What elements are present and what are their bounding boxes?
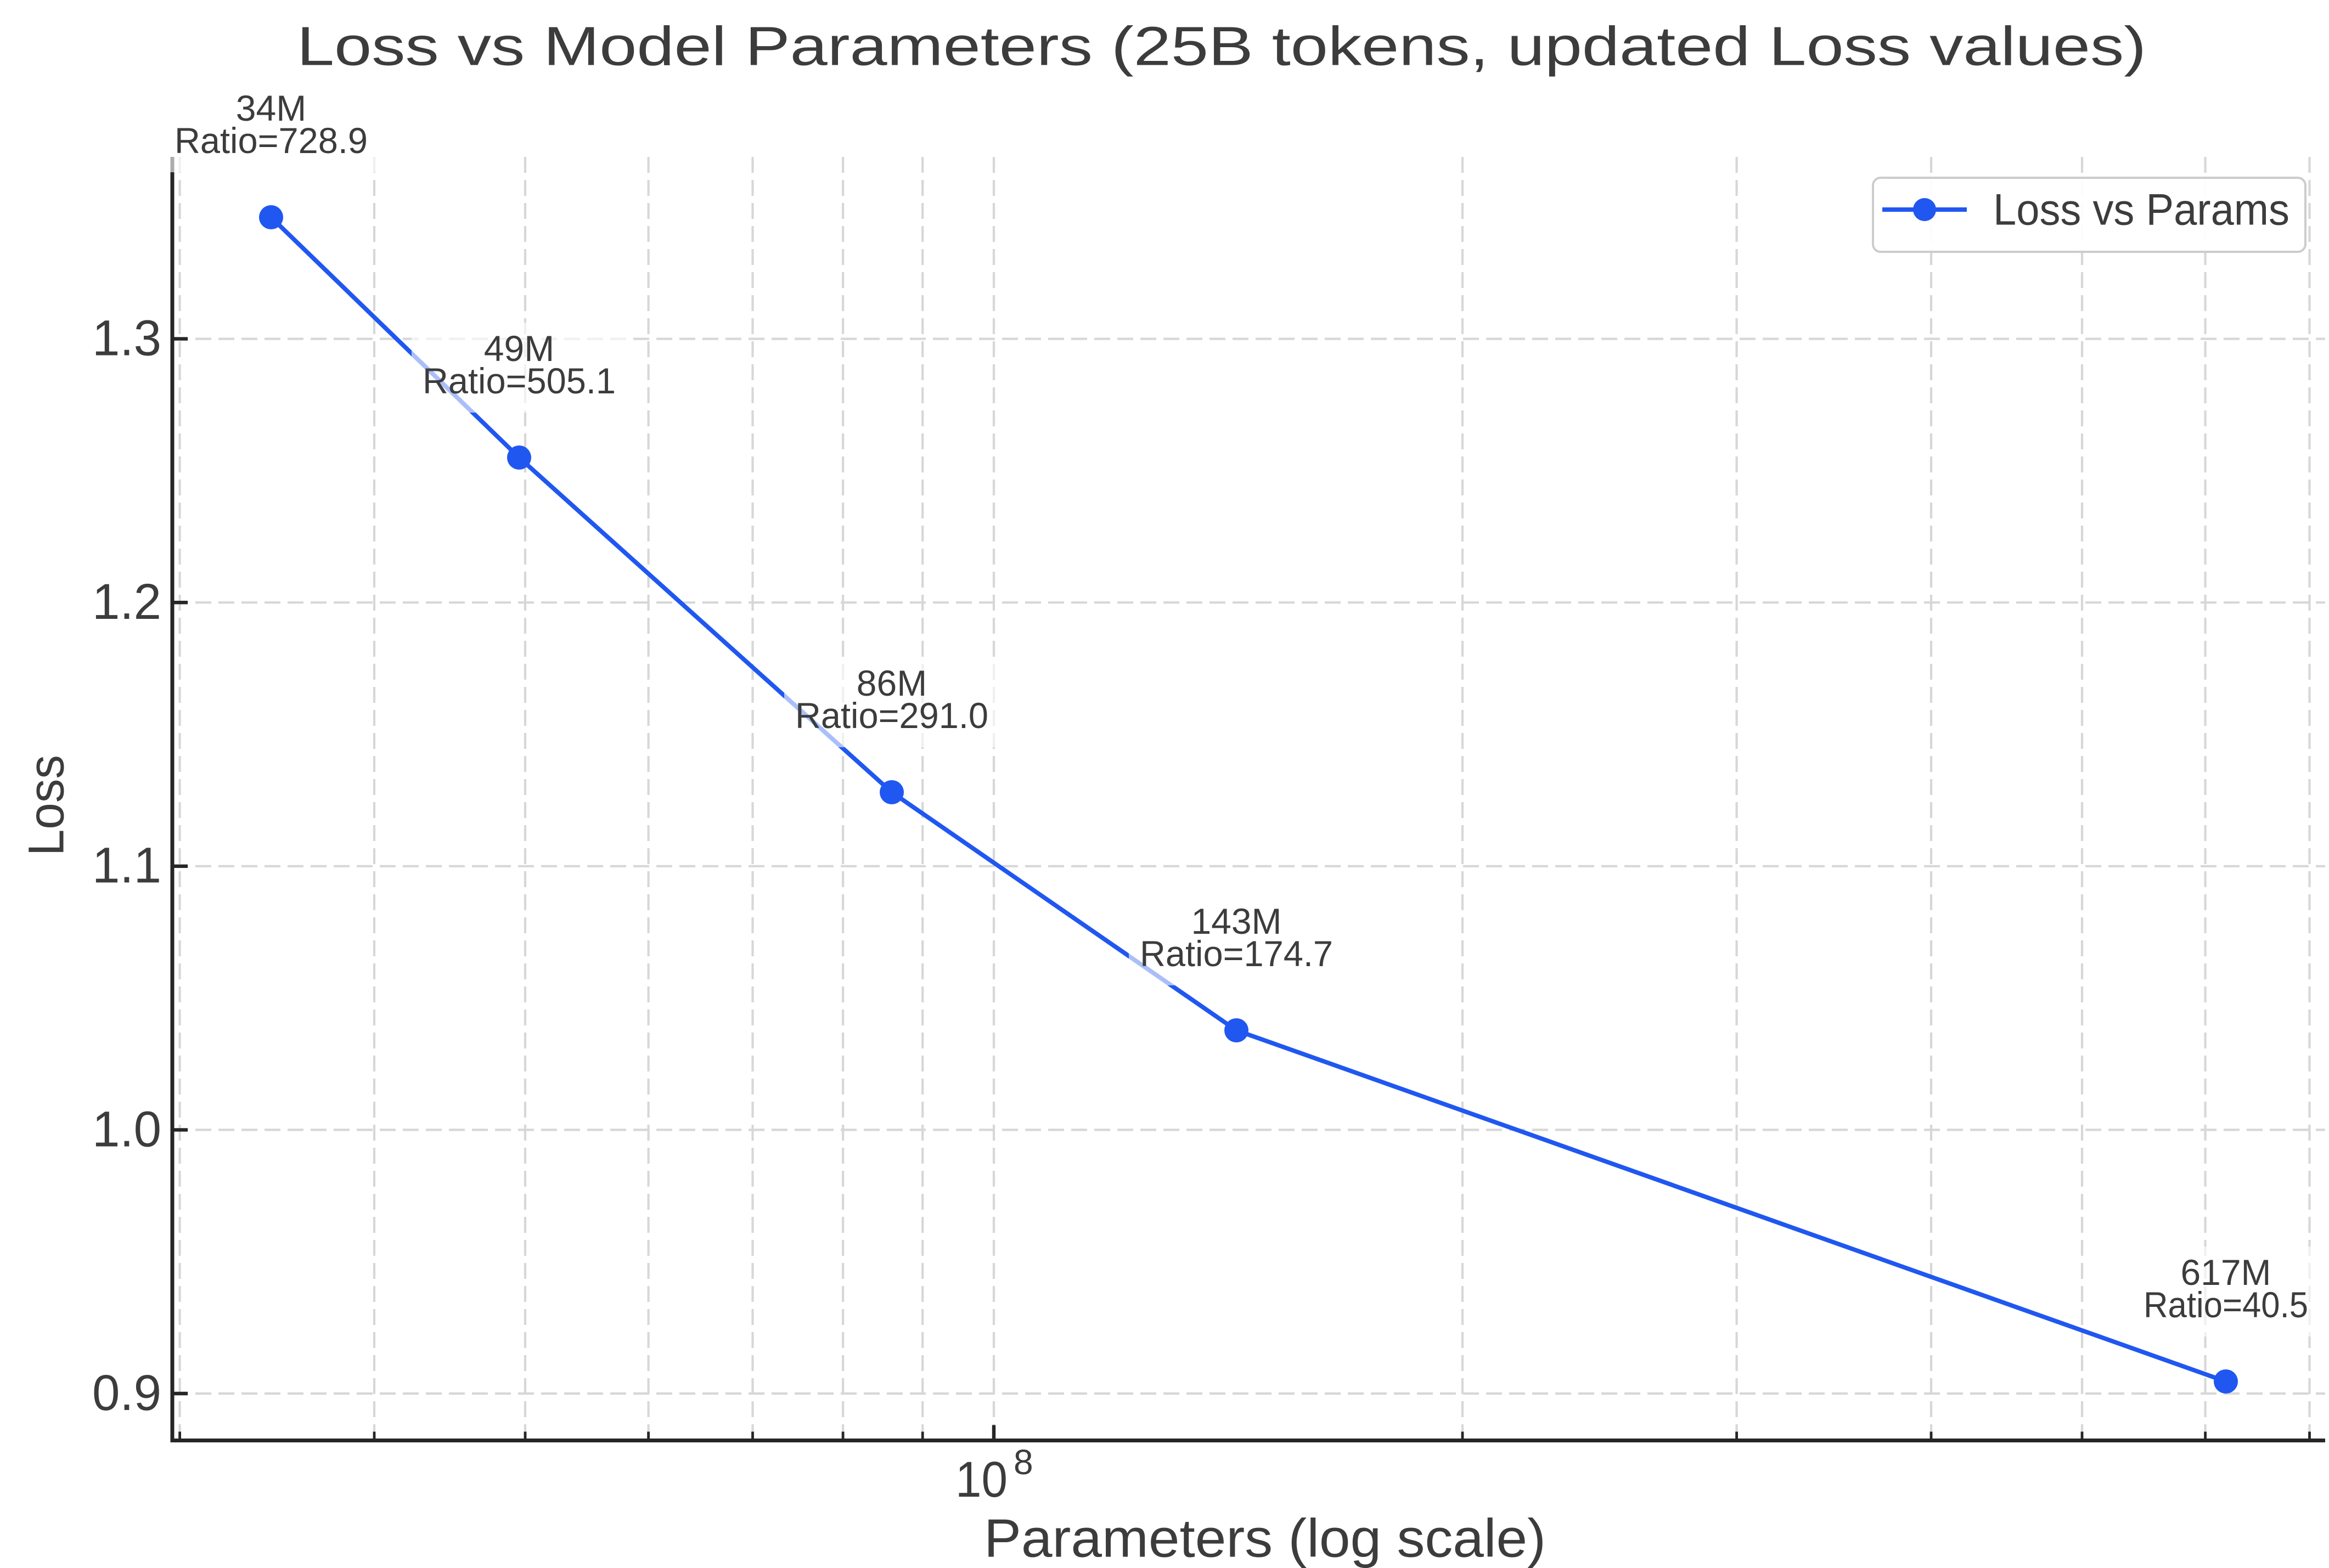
svg-text:Ratio=174.7: Ratio=174.7: [1140, 933, 1333, 974]
svg-text:49M: 49M: [484, 328, 554, 369]
svg-text:1.1: 1.1: [92, 838, 161, 894]
svg-text:Ratio=728.9: Ratio=728.9: [175, 120, 368, 161]
svg-text:Parameters (log scale): Parameters (log scale): [984, 1508, 1546, 1568]
svg-text:0.9: 0.9: [92, 1365, 161, 1421]
svg-text:1.0: 1.0: [92, 1101, 161, 1157]
svg-text:143M: 143M: [1191, 901, 1281, 941]
svg-text:10: 10: [955, 1452, 1008, 1508]
svg-text:Ratio=291.0: Ratio=291.0: [795, 695, 988, 736]
svg-text:617M: 617M: [2180, 1252, 2271, 1293]
svg-text:Ratio=505.1: Ratio=505.1: [423, 360, 616, 401]
svg-text:Ratio=40.5: Ratio=40.5: [2144, 1284, 2308, 1325]
svg-text:34M: 34M: [236, 88, 306, 128]
svg-text:1.3: 1.3: [92, 311, 161, 366]
svg-text:Loss: Loss: [19, 755, 75, 856]
svg-text:1.2: 1.2: [92, 574, 161, 630]
svg-text:Loss vs Model Parameters (25B: Loss vs Model Parameters (25B tokens, up…: [297, 16, 2146, 77]
svg-text:86M: 86M: [857, 663, 927, 703]
svg-text:8: 8: [1014, 1442, 1033, 1482]
svg-text:Loss vs Params: Loss vs Params: [1993, 185, 2289, 235]
